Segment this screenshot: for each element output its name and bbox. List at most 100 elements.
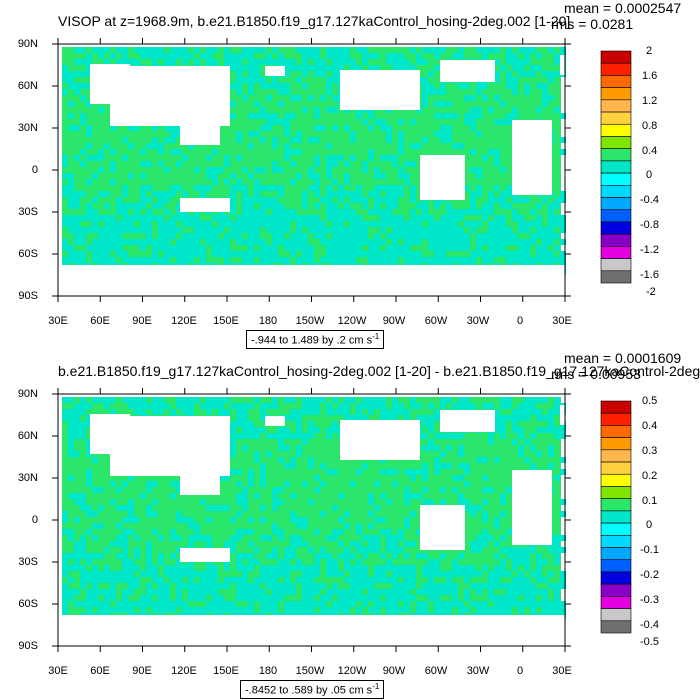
field-cell	[422, 421, 428, 427]
field-cell	[254, 559, 260, 565]
field-cell	[332, 47, 338, 53]
field-cell	[104, 59, 110, 65]
field-cell	[170, 571, 176, 577]
field-cell	[482, 535, 488, 541]
colorbar-swatch	[600, 535, 632, 548]
field-cell	[374, 119, 380, 125]
field-cell	[308, 257, 314, 263]
field-cell	[500, 583, 506, 589]
field-cell	[554, 409, 560, 415]
field-cell	[356, 65, 362, 71]
field-cell	[530, 209, 536, 215]
field-cell	[146, 481, 152, 487]
field-cell	[332, 583, 338, 589]
field-cell	[416, 469, 422, 475]
field-cell	[524, 457, 530, 463]
colorbar-swatch	[600, 50, 632, 64]
field-cell	[134, 547, 140, 553]
land-mass	[265, 416, 285, 426]
field-cell	[386, 565, 392, 571]
field-cell	[248, 553, 254, 559]
colorbar-swatch	[600, 209, 632, 223]
field-cell	[260, 607, 266, 613]
field-cell	[62, 173, 68, 179]
field-cell	[242, 445, 248, 451]
field-cell	[548, 547, 554, 553]
field-cell	[296, 601, 302, 607]
colorbar-label: 0.4	[642, 145, 658, 157]
field-cell	[200, 221, 206, 227]
field-cell	[518, 409, 524, 415]
field-cell	[248, 607, 254, 613]
field-cell	[242, 203, 248, 209]
field-cell	[332, 221, 338, 227]
field-cell	[74, 541, 80, 547]
field-cell	[176, 595, 182, 601]
field-cell	[392, 583, 398, 589]
field-cell	[248, 559, 254, 565]
field-cell	[302, 565, 308, 571]
field-cell	[296, 541, 302, 547]
field-cell	[308, 463, 314, 469]
field-cell	[110, 607, 116, 613]
field-cell	[128, 505, 134, 511]
field-cell	[416, 221, 422, 227]
field-cell	[242, 427, 248, 433]
field-cell	[272, 161, 278, 167]
field-cell	[536, 107, 542, 113]
field-cell	[404, 595, 410, 601]
field-cell	[188, 251, 194, 257]
field-cell	[308, 403, 314, 409]
field-cell	[170, 215, 176, 221]
field-cell	[536, 221, 542, 227]
field-cell	[500, 101, 506, 107]
x-tick-label: 30W	[466, 665, 490, 677]
field-cell	[158, 143, 164, 149]
field-cell	[128, 577, 134, 583]
field-cell	[452, 403, 458, 409]
field-cell	[284, 155, 290, 161]
field-cell	[200, 571, 206, 577]
field-cell	[398, 233, 404, 239]
field-cell	[392, 595, 398, 601]
field-cell	[434, 65, 440, 71]
field-cell	[236, 251, 242, 257]
field-cell	[176, 397, 182, 403]
field-cell	[404, 239, 410, 245]
field-cell	[86, 439, 92, 445]
field-cell	[326, 589, 332, 595]
field-cell	[236, 589, 242, 595]
field-cell	[260, 107, 266, 113]
field-cell	[410, 233, 416, 239]
field-cell	[554, 221, 560, 227]
field-cell	[74, 559, 80, 565]
field-cell	[542, 257, 548, 263]
field-cell	[422, 433, 428, 439]
field-cell	[344, 601, 350, 607]
field-cell	[152, 251, 158, 257]
field-cell	[506, 77, 512, 83]
field-cell	[410, 227, 416, 233]
field-cell	[464, 113, 470, 119]
field-cell	[464, 221, 470, 227]
field-cell	[212, 601, 218, 607]
x-tick-label: 60W	[424, 665, 448, 677]
field-cell	[302, 71, 308, 77]
field-cell	[446, 221, 452, 227]
field-cell	[206, 53, 212, 59]
y-tick-label: 60N	[17, 430, 38, 442]
field-cell	[338, 571, 344, 577]
field-cell	[284, 149, 290, 155]
field-cell	[188, 523, 194, 529]
field-cell	[86, 215, 92, 221]
field-cell	[158, 397, 164, 403]
field-cell	[500, 403, 506, 409]
field-cell	[164, 239, 170, 245]
y-tick-label: 30S	[18, 206, 38, 218]
colorbar-swatch	[600, 473, 632, 487]
field-cell	[224, 179, 230, 185]
field-cell	[482, 565, 488, 571]
field-cell	[134, 397, 140, 403]
field-cell	[74, 155, 80, 161]
field-cell	[146, 571, 152, 577]
